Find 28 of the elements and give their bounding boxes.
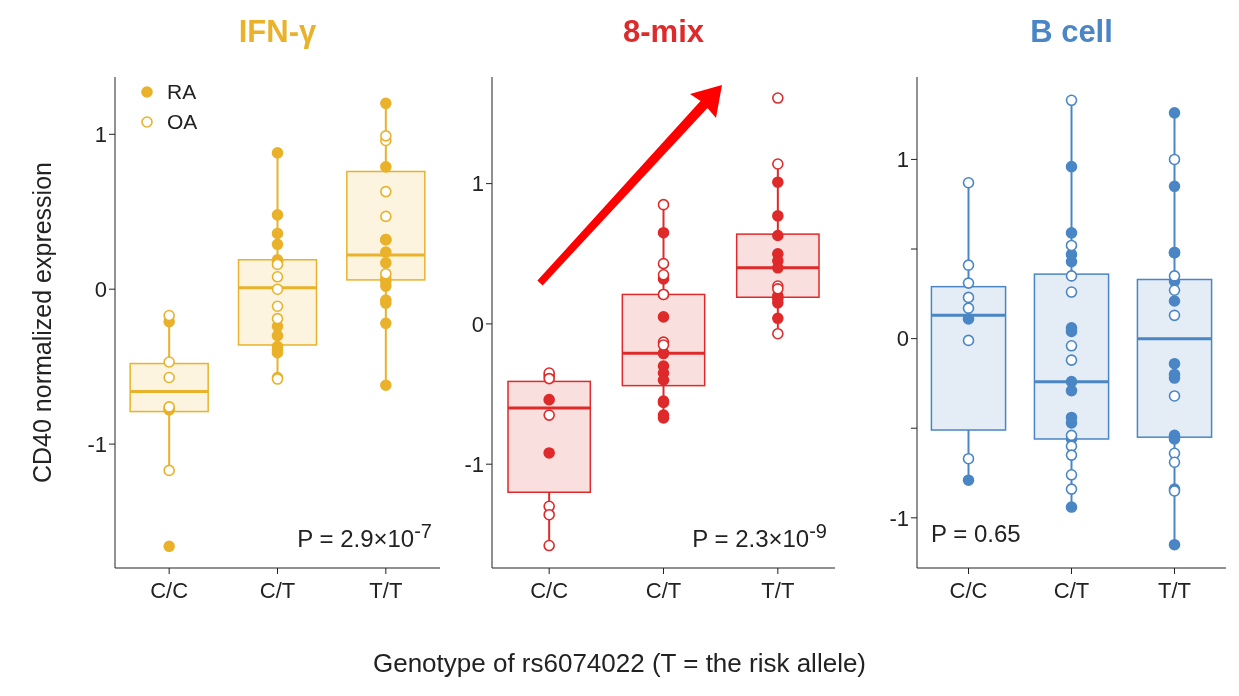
x-axis-title: Genotype of rs6074022 (T = the risk allele) — [371, 648, 868, 679]
y-tick-label: -1 — [464, 452, 484, 477]
chart-title: B cell — [1029, 14, 1114, 50]
x-tick-label: C/T — [1053, 577, 1090, 603]
x-tick-label: T/T — [1158, 577, 1191, 603]
annotation: P = 0.65 — [931, 520, 1021, 548]
y-tick-label: 0 — [471, 311, 484, 337]
y-tick-label: 0 — [94, 277, 107, 303]
annotation: P = 2.9×10$^{-7}$ — [297, 520, 432, 553]
x-tick-label: C/T — [645, 577, 682, 603]
x-tick-label: C/C — [949, 577, 988, 603]
legend-label: RA — [167, 80, 197, 104]
chart-title: IFN-γ — [237, 14, 318, 50]
chart-title: 8-mix — [622, 14, 705, 50]
legend-label: OA — [167, 110, 198, 134]
y-tick-label: 1 — [896, 147, 909, 173]
y-tick-label: 1 — [94, 122, 107, 148]
y-tick-label: 0 — [896, 326, 909, 352]
x-tick-label: T/T — [761, 577, 795, 603]
y-tick-label: -1 — [889, 505, 909, 531]
x-tick-label: C/T — [259, 577, 296, 603]
x-tick-label: C/C — [530, 577, 569, 603]
x-tick-label: T/T — [369, 577, 403, 603]
x-tick-label: C/C — [150, 577, 189, 603]
y-tick-label: -1 — [87, 431, 107, 457]
annotation: P = 2.3×10$^{-9}$ — [692, 520, 827, 553]
y-axis-title: CD40 normalized expression — [28, 161, 57, 485]
y-tick-label: 1 — [471, 171, 484, 197]
